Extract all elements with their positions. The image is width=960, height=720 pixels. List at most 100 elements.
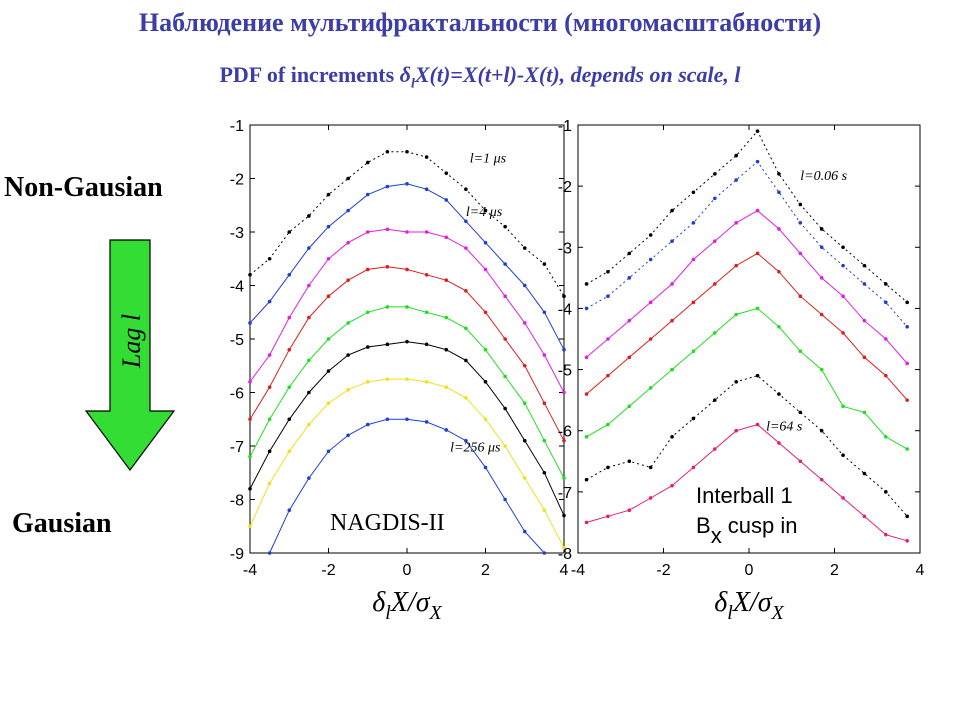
- xlabel-sub-x: X: [771, 602, 785, 624]
- data-point: [562, 476, 566, 480]
- xlabel-sub-x: X: [429, 602, 443, 624]
- gaussian-label: Gausian: [12, 508, 112, 539]
- data-point: [267, 256, 272, 261]
- data-point: [884, 282, 888, 286]
- data-point: [648, 496, 653, 500]
- data-point: [777, 441, 781, 445]
- x-tick-label: -2: [321, 562, 335, 579]
- data-point: [385, 417, 390, 422]
- data-point: [444, 278, 449, 282]
- data-point: [841, 294, 845, 299]
- data-point: [755, 159, 760, 164]
- data-point: [483, 208, 488, 213]
- data-point: [713, 331, 717, 335]
- bx-rest: cusp in: [722, 513, 798, 538]
- data-point: [862, 318, 867, 323]
- data-point: [584, 435, 589, 439]
- data-point: [365, 345, 370, 349]
- data-point: [584, 520, 589, 525]
- x-tick-label: 4: [916, 562, 925, 579]
- data-point: [670, 239, 674, 243]
- data-point: [819, 276, 824, 280]
- data-point: [405, 339, 409, 344]
- data-point: [713, 172, 717, 176]
- data-point: [405, 230, 409, 234]
- data-point: [755, 373, 760, 378]
- data-point: [503, 224, 507, 229]
- data-point: [562, 390, 566, 395]
- data-point: [691, 190, 696, 195]
- data-point: [522, 529, 527, 534]
- data-point: [385, 227, 390, 232]
- data-point: [627, 276, 632, 280]
- y-tick-label: -5: [558, 363, 572, 380]
- y-tick-label: -1: [230, 118, 244, 135]
- bx-sub: x: [711, 523, 722, 548]
- data-point: [691, 349, 696, 354]
- data-point: [734, 312, 738, 317]
- data-point: [755, 129, 760, 133]
- data-point: [267, 385, 272, 389]
- data-point: [444, 235, 449, 240]
- data-point: [562, 513, 566, 518]
- y-tick-label: -4: [558, 301, 572, 318]
- xlabel-mid: X/σ: [390, 587, 431, 618]
- data-point: [713, 196, 717, 201]
- data-point: [713, 239, 717, 243]
- bx-main: B: [696, 513, 711, 538]
- data-point: [287, 347, 292, 352]
- data-point: [287, 230, 292, 234]
- data-point: [326, 369, 331, 373]
- data-point: [862, 471, 867, 476]
- data-point: [627, 459, 632, 464]
- data-point: [346, 353, 350, 357]
- data-point: [346, 278, 350, 282]
- data-point: [365, 310, 370, 315]
- data-point: [522, 476, 527, 480]
- data-point: [819, 477, 824, 482]
- data-point: [326, 294, 331, 299]
- y-tick-label: -2: [558, 179, 572, 196]
- data-point: [503, 444, 507, 448]
- data-point: [346, 208, 350, 213]
- series-line: [586, 209, 908, 364]
- x-tick-label: -2: [656, 562, 670, 579]
- data-point: [562, 347, 566, 352]
- series-line: [249, 306, 565, 479]
- data-point: [503, 497, 507, 502]
- data-point: [777, 324, 781, 329]
- data-point: [444, 385, 449, 389]
- curve-annotation: l=1 μs: [470, 151, 507, 166]
- xlabel-mid: X/σ: [732, 587, 773, 618]
- data-point: [819, 428, 824, 433]
- data-point: [405, 305, 409, 309]
- data-point: [606, 514, 610, 519]
- data-point: [905, 514, 909, 519]
- data-point: [385, 149, 390, 154]
- data-point: [542, 401, 547, 406]
- data-point: [346, 433, 350, 438]
- data-point: [326, 449, 331, 454]
- data-point: [464, 289, 468, 293]
- data-point: [691, 416, 696, 421]
- data-point: [841, 263, 845, 268]
- series-line: [586, 160, 908, 328]
- data-point: [584, 306, 589, 311]
- data-point: [606, 337, 610, 341]
- subtitle-subscript: l: [410, 76, 415, 92]
- data-point: [424, 155, 429, 159]
- lag-arrow: Lag l: [84, 239, 176, 472]
- data-point: [385, 305, 390, 309]
- data-point: [267, 353, 272, 357]
- data-point: [841, 404, 845, 409]
- data-point: [819, 227, 824, 231]
- y-tick-label: -1: [558, 118, 572, 135]
- data-point: [307, 476, 311, 480]
- data-point: [503, 262, 507, 266]
- data-point: [464, 219, 468, 224]
- data-point: [464, 187, 468, 191]
- data-point: [606, 373, 610, 378]
- curve-annotation: l=256 μs: [450, 440, 501, 455]
- data-point: [862, 355, 867, 360]
- data-point: [385, 377, 390, 381]
